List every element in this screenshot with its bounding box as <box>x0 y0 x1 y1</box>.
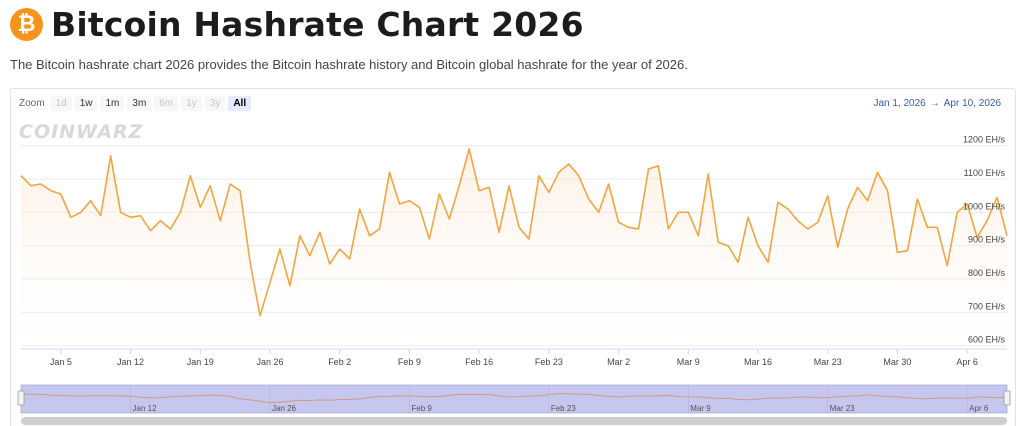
navigator-tick-label: Feb 23 <box>551 404 576 413</box>
x-tick-label: Jan 5 <box>50 357 72 367</box>
y-tick-label: 600 EH/s <box>968 335 1006 345</box>
x-tick-label: Feb 16 <box>465 357 493 367</box>
navigator-tick-label: Jan 12 <box>133 404 158 413</box>
navigator-left-handle[interactable] <box>18 391 24 405</box>
x-tick-label: Feb 2 <box>328 357 351 367</box>
x-tick-label: Mar 30 <box>883 357 911 367</box>
hashrate-chart[interactable]: Jan 5 Jan 12 Jan 19 Jan 26 Feb 2 Feb 9 Feb 16 F… <box>11 89 1015 426</box>
navigator[interactable]: Jan 12 Jan 26 Feb 9 Feb 23 Mar 9 Mar 23 Apr 6 <box>18 385 1010 425</box>
x-tick-label: Mar 16 <box>744 357 772 367</box>
navigator-right-handle[interactable] <box>1004 391 1010 405</box>
y-tick-label: 700 EH/s <box>968 301 1006 311</box>
page-header: ₿ Bitcoin Hashrate Chart 2026 <box>10 4 584 44</box>
chart-container: Zoom 1d 1w 1m 3m 6m 1y 3y All Jan 1, 202… <box>10 88 1016 426</box>
x-tick-label: Jan 12 <box>117 357 144 367</box>
navigator-scrollbar[interactable] <box>21 417 1007 425</box>
x-tick-label: Mar 9 <box>677 357 700 367</box>
y-tick-label: 800 EH/s <box>968 268 1006 278</box>
y-tick-label: 1100 EH/s <box>964 168 1006 178</box>
page-title: Bitcoin Hashrate Chart 2026 <box>51 5 584 44</box>
navigator-tick-label: Feb 9 <box>411 404 432 413</box>
navigator-tick-label: Apr 6 <box>969 404 989 413</box>
bitcoin-icon: ₿ <box>10 8 43 41</box>
x-tick-label: Feb 9 <box>398 357 421 367</box>
y-tick-label: 900 EH/s <box>968 235 1006 245</box>
page-subtitle: The Bitcoin hashrate chart 2026 provides… <box>10 57 688 72</box>
x-tick-label: Mar 23 <box>814 357 842 367</box>
navigator-tick-label: Mar 9 <box>690 404 711 413</box>
x-tick-label: Jan 19 <box>187 357 214 367</box>
y-tick-label: 1200 EH/s <box>963 135 1006 145</box>
navigator-selection[interactable] <box>21 385 1007 413</box>
x-tick-label: Feb 23 <box>535 357 563 367</box>
x-tick-label: Jan 26 <box>256 357 283 367</box>
navigator-tick-label: Mar 23 <box>830 404 855 413</box>
x-tick-label: Apr 6 <box>956 357 978 367</box>
navigator-tick-label: Jan 26 <box>272 404 297 413</box>
x-tick-label: Mar 2 <box>607 357 630 367</box>
y-tick-label: 1000 EH/s <box>963 201 1006 211</box>
